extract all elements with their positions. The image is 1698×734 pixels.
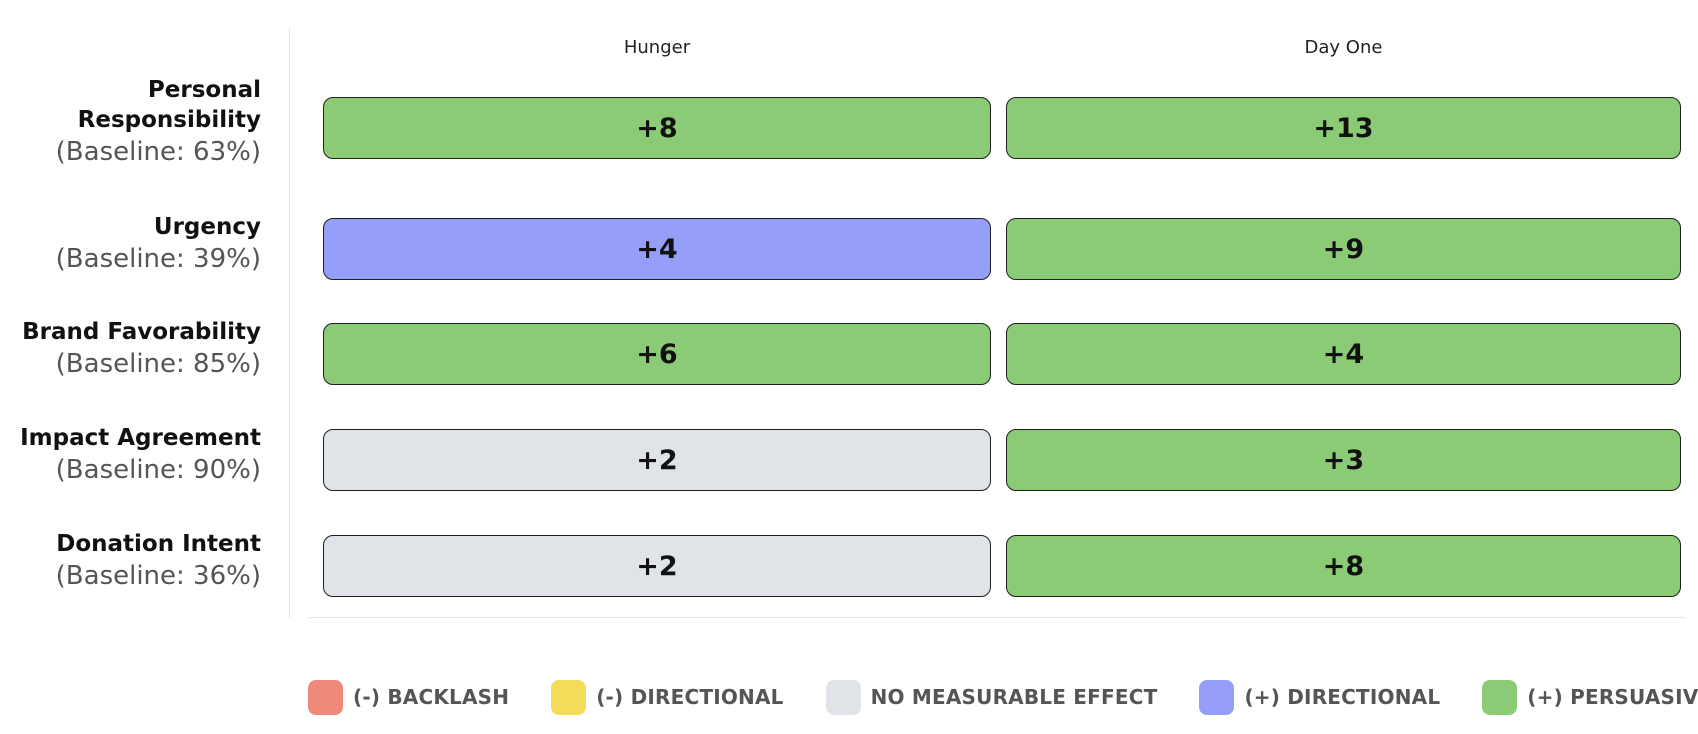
row-baseline: (Baseline: 63%) (55, 137, 261, 167)
row-baseline: (Baseline: 85%) (55, 349, 261, 379)
effect-cell: +2 (323, 429, 991, 491)
row-label: Urgency (Baseline: 39%) (0, 212, 261, 276)
row-baseline: (Baseline: 39%) (55, 244, 261, 274)
legend-swatch (825, 679, 861, 715)
legend: (-) BACKLASH (-) DIRECTIONAL NO MEASURABLE… (308, 679, 1698, 715)
row-name: Brand Favorability (22, 319, 261, 345)
legend-item: (-) DIRECTIONAL (551, 679, 784, 715)
legend-swatch (1482, 679, 1518, 715)
legend-swatch (308, 679, 343, 715)
legend-label: (-) BACKLASH (353, 685, 510, 709)
legend-item: (-) BACKLASH (308, 679, 510, 715)
effect-cell: +3 (1006, 429, 1681, 491)
column-header: Day One (1304, 37, 1383, 58)
legend-item: (+) DIRECTIONAL (1199, 679, 1441, 715)
row-name: Impact Agreement (20, 425, 261, 451)
legend-label: NO MEASURABLE EFFECT (870, 685, 1158, 709)
legend-swatch (551, 679, 587, 715)
column-header: Hunger (623, 37, 691, 58)
row-baseline: (Baseline: 90%) (55, 455, 261, 485)
row-label: Impact Agreement (Baseline: 90%) (0, 423, 261, 487)
effect-cell: +8 (323, 97, 991, 159)
row-name: Urgency (153, 214, 261, 240)
effect-cell: +4 (323, 218, 991, 280)
row-name: Personal Responsibility (77, 77, 261, 133)
row-name: Donation Intent (56, 531, 261, 557)
row-baseline: (Baseline: 36%) (55, 561, 261, 591)
legend-item: (+) PERSUASIVE (1482, 679, 1698, 715)
legend-item: NO MEASURABLE EFFECT (825, 679, 1158, 715)
effect-cell: +8 (1006, 535, 1681, 597)
effect-cell: +6 (323, 323, 991, 385)
legend-label: (+) DIRECTIONAL (1244, 685, 1441, 709)
chart-left-border (289, 28, 290, 618)
legend-label: (+) PERSUASIVE (1527, 685, 1698, 709)
effect-cell: +4 (1006, 323, 1681, 385)
legend-swatch (1199, 679, 1235, 715)
effect-cell: +13 (1006, 97, 1681, 159)
chart-bottom-border (308, 617, 1686, 618)
row-label: Donation Intent (Baseline: 36%) (0, 529, 261, 593)
effect-cell: +9 (1006, 218, 1681, 280)
effect-cell: +2 (323, 535, 991, 597)
legend-label: (-) DIRECTIONAL (596, 685, 784, 709)
row-label: Brand Favorability (Baseline: 85%) (0, 317, 261, 381)
row-label: Personal Responsibility (Baseline: 63%) (0, 75, 261, 169)
